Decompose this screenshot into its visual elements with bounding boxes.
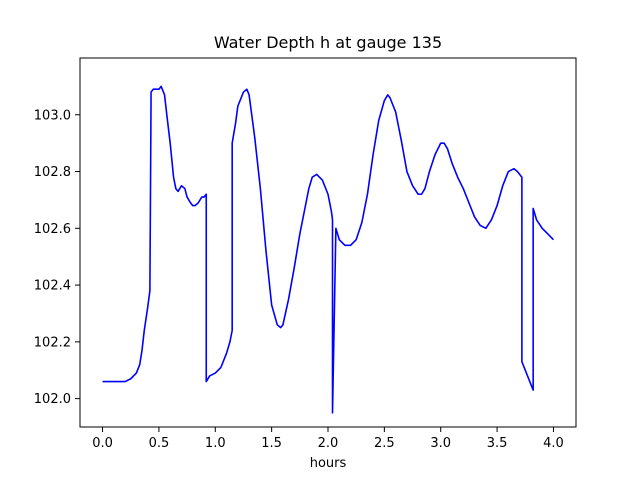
x-tick-label: 2.0 xyxy=(318,436,339,451)
y-tick-label: 102.0 xyxy=(34,392,71,407)
x-tick-label: 2.5 xyxy=(374,436,395,451)
x-tick-label: 3.5 xyxy=(487,436,508,451)
y-tick-label: 103.0 xyxy=(34,108,71,123)
y-tick-label: 102.2 xyxy=(34,335,71,350)
x-tick-label: 4.0 xyxy=(543,436,564,451)
x-tick-label: 0.0 xyxy=(92,436,113,451)
x-tick-label: 1.0 xyxy=(205,436,226,451)
axes-frame xyxy=(79,57,577,428)
chart-title: Water Depth h at gauge 135 xyxy=(214,33,442,52)
x-tick-label: 1.5 xyxy=(261,436,282,451)
y-tick-label: 102.8 xyxy=(34,165,71,180)
x-tick-label: 0.5 xyxy=(149,436,170,451)
y-tick-label: 102.6 xyxy=(34,222,71,237)
y-tick-label: 102.4 xyxy=(34,279,71,294)
series-line xyxy=(102,85,555,414)
series-layer xyxy=(102,85,555,414)
y-axis: 102.0 102.2 102.4 102.6 102.8 103.0 xyxy=(34,108,80,407)
x-tick-label: 3.0 xyxy=(430,436,451,451)
x-axis-label: hours xyxy=(310,456,347,471)
x-axis: 0.0 0.5 1.0 1.5 2.0 2.5 3.0 3.5 4.0 xyxy=(92,427,564,451)
plot-area: 0.0 0.5 1.0 1.5 2.0 2.5 3.0 3.5 4.0 102.0102.210… xyxy=(34,57,577,451)
